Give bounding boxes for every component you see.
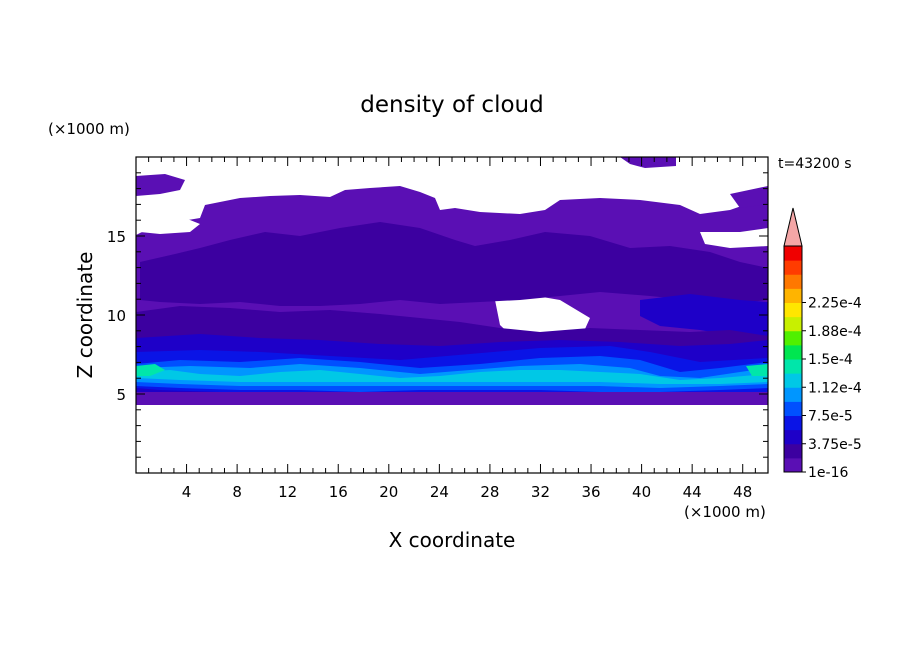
y-axis-label: Z coordinate — [73, 252, 97, 379]
clear-hole-2 — [140, 216, 200, 234]
colorbar-swatch — [784, 246, 802, 261]
colorbar-swatch — [784, 260, 802, 275]
colorbar-label: 2.25e-4 — [808, 296, 862, 312]
chart-title: density of cloud — [360, 92, 543, 118]
colorbar-extend-arrow — [783, 207, 803, 247]
colorbar-swatch — [784, 274, 802, 289]
colorbar-label: 1.5e-4 — [808, 352, 853, 368]
colorbar-label: 3.75e-5 — [808, 437, 862, 453]
colorbar-swatch — [784, 457, 802, 473]
contour-top-puff-left — [136, 174, 185, 196]
plot-area — [136, 157, 768, 473]
colorbar-swatch — [784, 316, 802, 332]
x-tick-label: 8 — [232, 483, 242, 501]
x-tick-label: 16 — [329, 483, 348, 501]
y-axis-ticks: 5 10 15 — [107, 172, 768, 458]
contour-core-peak-right — [746, 364, 768, 376]
x-tick-label: 24 — [430, 483, 449, 501]
contour-core-peak-left — [136, 364, 165, 376]
y-unit-label: (×1000 m) — [48, 120, 130, 138]
clear-hole-3 — [700, 228, 768, 248]
x-tick-label: 36 — [581, 483, 600, 501]
colorbar-swatch — [784, 288, 802, 303]
y-tick-label: 5 — [116, 386, 126, 404]
cloud-base — [136, 392, 768, 405]
x-tick-label: 40 — [632, 483, 651, 501]
colorbar-swatch — [784, 415, 802, 431]
contour-core-bright — [136, 370, 768, 384]
colorbar-swatch — [784, 330, 802, 346]
colorbar: 1e-16 3.75e-5 7.5e-5 1.12e-4 1.5e-4 1.88e-4 2.… — [783, 207, 862, 481]
y-tick-label: 10 — [107, 307, 126, 325]
colorbar-swatch — [784, 302, 802, 318]
colorbar-label: 1.88e-4 — [808, 324, 862, 340]
colorbar-swatch — [784, 401, 802, 416]
x-tick-label: 44 — [683, 483, 702, 501]
x-tick-label: 48 — [733, 483, 752, 501]
x-axis-label: X coordinate — [389, 528, 516, 552]
x-tick-label: 4 — [182, 483, 192, 501]
x-tick-label: 20 — [379, 483, 398, 501]
contour-mid-cloud-right — [640, 294, 768, 338]
x-axis-ticks: 4 8 12 16 20 24 28 32 36 40 44 48 — [148, 157, 756, 501]
contour-mid-cloud — [140, 222, 768, 306]
colorbar-label: 1e-16 — [808, 465, 848, 481]
colorbar-swatch — [784, 387, 802, 402]
contour-top-puff-mid — [620, 157, 676, 168]
time-label: t=43200 s — [778, 156, 852, 172]
colorbar-swatch — [784, 443, 802, 459]
colorbar-label: 1.12e-4 — [808, 380, 862, 396]
x-unit-label: (×1000 m) — [684, 503, 766, 521]
colorbar-swatch — [784, 359, 802, 374]
colorbar-swatch — [784, 344, 802, 360]
x-tick-label: 28 — [480, 483, 499, 501]
contour-top-puff-right — [730, 186, 768, 208]
colorbar-swatch — [784, 429, 802, 445]
x-tick-label: 32 — [531, 483, 550, 501]
colorbar-swatch — [784, 373, 802, 388]
colorbar-label: 7.5e-5 — [808, 409, 853, 425]
y-tick-label: 15 — [107, 228, 126, 246]
x-tick-label: 12 — [278, 483, 297, 501]
